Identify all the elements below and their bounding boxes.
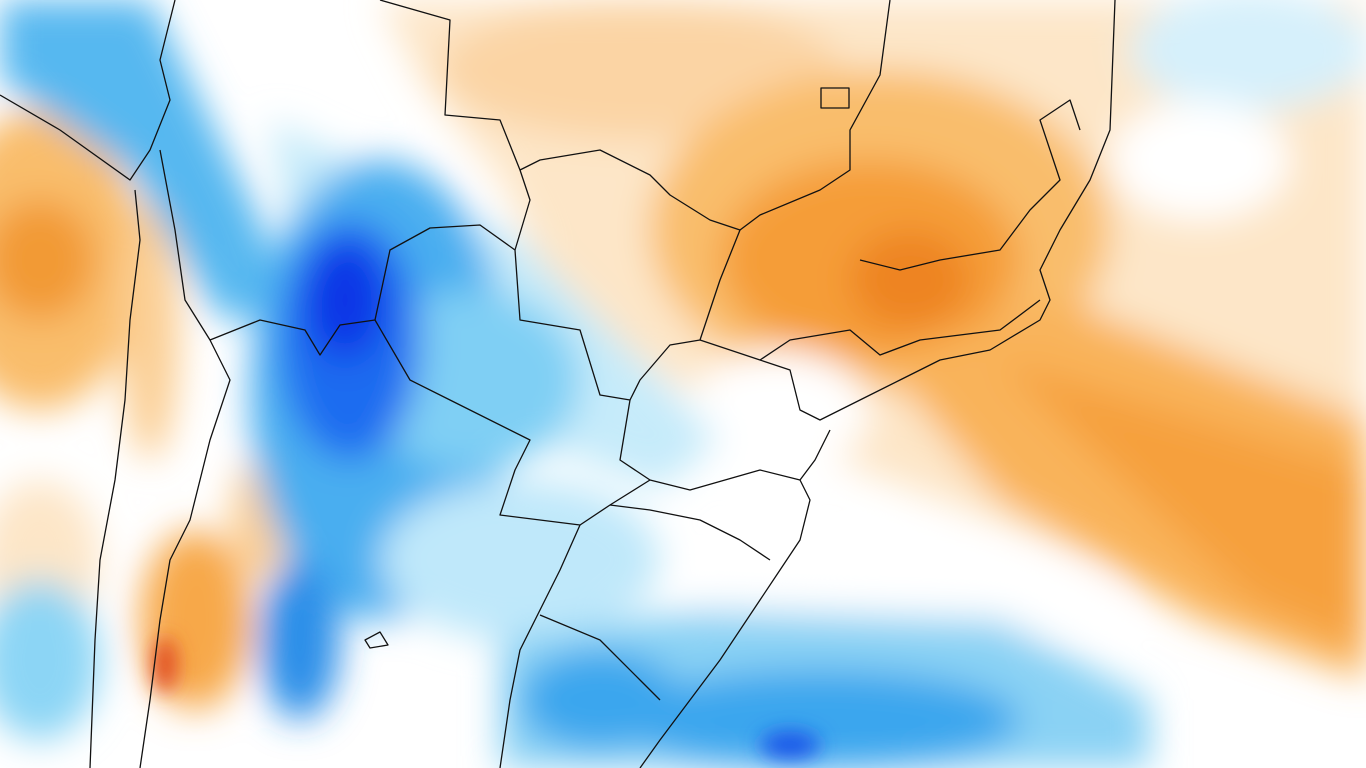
border-line bbox=[609, 504, 771, 561]
border-line bbox=[514, 169, 531, 251]
border-line bbox=[89, 189, 141, 768]
anomaly-area bbox=[690, 350, 870, 470]
border-line bbox=[820, 87, 850, 109]
borders bbox=[0, 0, 1116, 768]
border-line bbox=[379, 0, 891, 231]
border-line bbox=[629, 229, 741, 401]
anomaly-area bbox=[120, 200, 180, 460]
color-cores bbox=[153, 637, 820, 759]
border-line bbox=[639, 429, 831, 768]
border-line bbox=[139, 149, 231, 768]
border-line bbox=[0, 0, 176, 181]
border-line bbox=[374, 224, 651, 481]
anomaly-area bbox=[1000, 360, 1366, 650]
anomaly-area bbox=[260, 560, 340, 720]
anomaly-area bbox=[850, 230, 970, 330]
anomaly-area bbox=[1110, 100, 1290, 220]
anomaly-area bbox=[305, 240, 385, 360]
anomaly-area bbox=[380, 480, 660, 640]
anomaly-area bbox=[1130, 0, 1366, 110]
border-line bbox=[859, 99, 1081, 271]
anomaly-area bbox=[520, 650, 680, 750]
anomaly-area bbox=[0, 0, 290, 320]
border-line bbox=[759, 299, 1041, 361]
border-line bbox=[209, 319, 801, 526]
anomaly-area bbox=[0, 200, 95, 320]
anomaly-area bbox=[760, 731, 820, 759]
anomaly-area bbox=[0, 580, 100, 740]
border-line bbox=[364, 631, 389, 649]
border-line bbox=[699, 0, 1116, 421]
border-line bbox=[539, 614, 661, 701]
anomaly-area bbox=[153, 637, 177, 693]
border-line bbox=[499, 524, 581, 768]
anomaly-area bbox=[620, 670, 1020, 768]
